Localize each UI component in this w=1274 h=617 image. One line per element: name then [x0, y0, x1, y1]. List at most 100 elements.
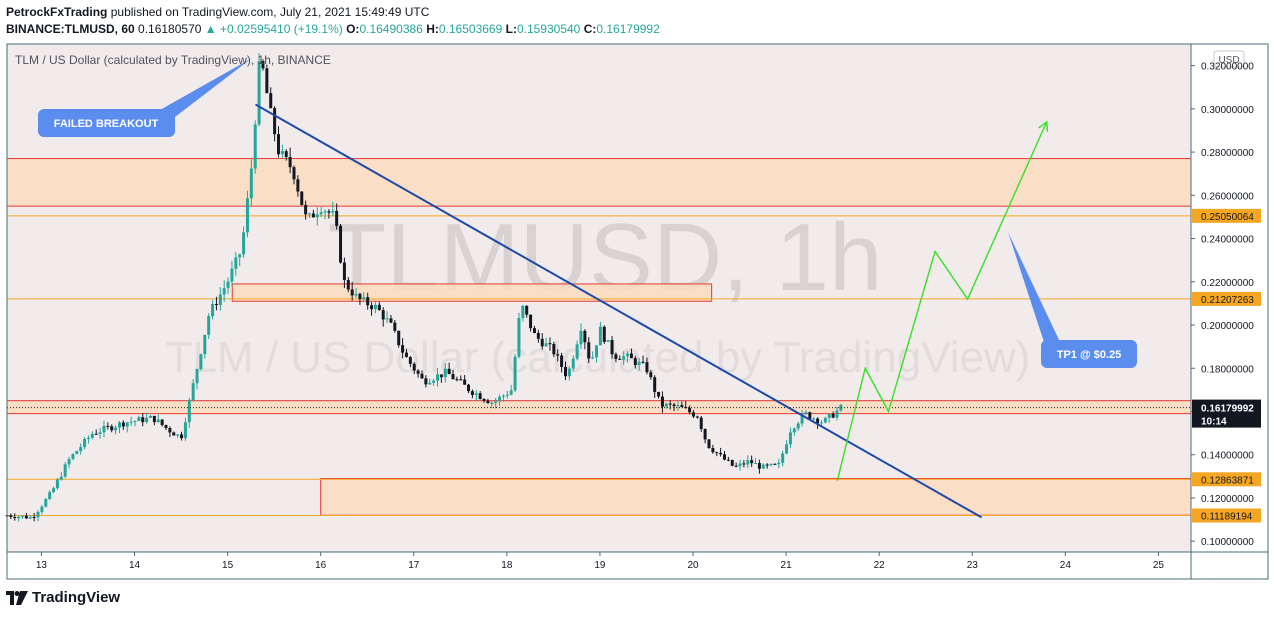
high-label: H: [426, 22, 439, 36]
candle-body [412, 363, 416, 371]
candle-body [416, 370, 420, 374]
projection-polyline[interactable] [836, 121, 1048, 481]
candle-body [339, 225, 343, 263]
failed-breakout-callout[interactable]: FAILED BREAKOUT [38, 58, 252, 137]
high-value: 0.16503669 [438, 22, 503, 36]
candle-body [521, 305, 525, 319]
candle-body [839, 404, 843, 411]
candle-body [370, 305, 374, 310]
candle-body [761, 464, 765, 469]
price-axis-tick-label: 0.12000000 [1201, 494, 1254, 505]
candle-body [269, 93, 273, 109]
time-axis-tick-label: 21 [781, 560, 793, 571]
publish-info: PetrockFxTrading published on TradingVie… [6, 5, 429, 19]
candle-body [641, 361, 645, 363]
candle-body [610, 340, 614, 355]
time-axis-tick-label: 20 [687, 560, 699, 571]
descending-trendline[interactable] [255, 103, 983, 519]
projection-path[interactable] [836, 120, 1049, 481]
currency-button[interactable]: USD [1213, 50, 1245, 68]
candle-body [335, 210, 339, 226]
candle-body [234, 257, 238, 269]
candle-body [311, 213, 315, 218]
candle-body [505, 394, 509, 396]
candle-body [44, 499, 48, 507]
time-axis-tick-label: 18 [501, 560, 513, 571]
price-axis[interactable]: 0.32000000 0.30000000 0.28000000 0.26000000… [1191, 62, 1254, 549]
candle-body [280, 151, 284, 155]
price-axis-tick-label: 0.26000000 [1201, 191, 1254, 202]
candle-body [691, 412, 695, 417]
candle-body [567, 368, 571, 377]
candle-body [742, 463, 746, 465]
candle-body [315, 214, 319, 218]
candle-body [94, 433, 98, 435]
candle-body [226, 281, 230, 289]
candle-body [385, 318, 389, 320]
candle-body [785, 444, 789, 454]
candle-body [455, 379, 459, 381]
candle-body [253, 124, 257, 169]
price-axis-tick-label: 0.32000000 [1201, 62, 1254, 73]
candle-body [606, 340, 610, 342]
legend-title: TLM / US Dollar (calculated by TradingVi… [15, 53, 331, 67]
candle-body [618, 358, 622, 360]
candle-body [637, 361, 641, 365]
failed-breakout-pointer [160, 58, 252, 117]
candle-body [478, 393, 482, 400]
candle-body [168, 428, 172, 433]
candle-body [110, 426, 114, 431]
candle-body [622, 356, 626, 360]
tp1-callout[interactable]: TP1 @ $0.25 [1008, 232, 1137, 368]
candle-body [342, 262, 346, 281]
candle-body [819, 422, 823, 424]
candle-body [583, 330, 587, 343]
failed-breakout-label: FAILED BREAKOUT [54, 118, 159, 130]
level-price-flag [1192, 508, 1261, 523]
candle-body [723, 454, 727, 460]
candle-body [536, 333, 540, 339]
time-axis-tick-label: 24 [1060, 560, 1072, 571]
time-axis-tick-label: 25 [1153, 560, 1165, 571]
candle-body [52, 488, 56, 493]
candle-body [141, 417, 145, 423]
candle-body [63, 464, 67, 477]
candle-body [304, 204, 308, 215]
trendline[interactable] [255, 103, 983, 519]
candle-body [633, 358, 637, 365]
candle-body [563, 366, 567, 377]
author-name[interactable]: PetrockFxTrading [6, 5, 108, 19]
candle-body [28, 516, 32, 519]
candle-body [373, 304, 377, 310]
candle-body [626, 353, 630, 357]
candle-body [467, 384, 471, 392]
candle-body [211, 303, 215, 317]
candle-body [98, 432, 102, 434]
open-label: O: [346, 22, 360, 36]
candle-body [242, 232, 246, 255]
candle-body [129, 421, 133, 423]
candle-body [404, 352, 408, 358]
candle-body [381, 310, 385, 320]
candle-body [71, 454, 75, 459]
price-zone [6, 158, 1192, 207]
time-axis[interactable]: 13 14 15 16 17 18 19 20 21 22 23 24 25 [36, 552, 1165, 571]
candle-body [544, 343, 548, 347]
candle-body [571, 358, 575, 369]
candle-body [48, 492, 52, 500]
candle-body [443, 368, 447, 378]
candle-body [59, 476, 63, 480]
candle-body [781, 453, 785, 463]
candle-body [207, 316, 211, 335]
candle-body [831, 413, 835, 418]
currency-button-label: USD [1218, 55, 1239, 66]
tradingview-footer[interactable]: TradingView [6, 589, 120, 606]
level-price-flag-label: 0.12863871 [1201, 475, 1254, 486]
candle-body [754, 462, 758, 464]
candle-body [734, 465, 738, 467]
candle-body [769, 463, 773, 466]
candle-body [672, 404, 676, 407]
change-value: ▲ +0.02595410 (+19.1%) [204, 22, 343, 36]
candle-body [67, 458, 71, 465]
